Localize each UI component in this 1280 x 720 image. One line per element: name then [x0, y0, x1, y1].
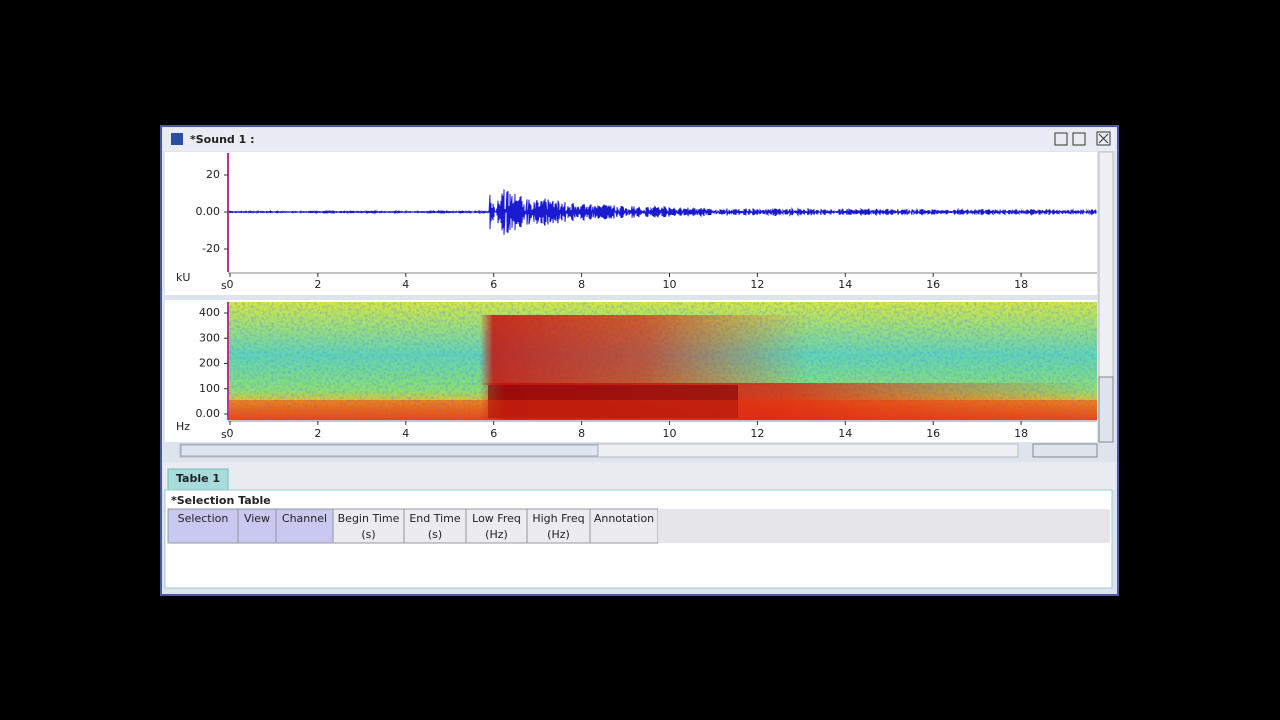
x-tick-label: 6 [490, 427, 497, 440]
spectrogram-energy [229, 400, 1097, 420]
column-label: Low Freq [472, 512, 521, 525]
window-title: *Sound 1 : [190, 133, 254, 146]
y-tick-label: -20 [202, 242, 220, 255]
column-header[interactable] [237, 508, 277, 544]
y-tick-label: 300 [199, 331, 220, 344]
column-label: Selection [178, 512, 229, 525]
h-zoom-controls[interactable] [1032, 443, 1098, 458]
column-unit: (s) [428, 528, 442, 541]
x-tick-label: 4 [402, 427, 409, 440]
y-unit: Hz [176, 420, 190, 433]
column-header[interactable] [332, 508, 405, 544]
x-tick-label: 16 [926, 278, 940, 291]
spectrogram-energy [480, 315, 810, 385]
x-tick-label: 16 [926, 427, 940, 440]
column-header[interactable] [465, 508, 528, 544]
x-tick-label: 2 [314, 427, 321, 440]
x-tick-label: 10 [663, 427, 677, 440]
column-label: End Time [409, 512, 461, 525]
waveform-panel [165, 152, 1097, 295]
zoom-controls[interactable] [1098, 376, 1114, 443]
x-tick-label: 10 [663, 278, 677, 291]
x-tick-label: 2 [314, 278, 321, 291]
x-tick-label: 18 [1014, 278, 1028, 291]
title-bar [163, 128, 1116, 151]
x-tick-label: 8 [578, 427, 585, 440]
spectrogram-energy [488, 385, 738, 418]
close-button[interactable] [1096, 131, 1111, 146]
y-tick-label: 100 [199, 382, 220, 395]
y-tick-label: 0.00 [196, 205, 221, 218]
y-tick-label: 200 [199, 357, 220, 370]
column-unit: (Hz) [485, 528, 508, 541]
x-tick-label: 6 [490, 278, 497, 291]
column-header[interactable] [403, 508, 467, 544]
column-label: Annotation [594, 512, 654, 525]
window-icon [171, 133, 183, 145]
column-header[interactable] [589, 508, 659, 544]
column-label: Begin Time [338, 512, 400, 525]
x-tick-label: 0 [227, 427, 234, 440]
x-unit: s [221, 428, 227, 441]
tab-strip [163, 462, 1116, 490]
tab-label: Table 1 [176, 472, 220, 485]
maximize-button[interactable] [1072, 132, 1086, 146]
column-unit: (s) [361, 528, 375, 541]
x-tick-label: 14 [838, 278, 852, 291]
x-tick-label: 12 [750, 278, 764, 291]
column-header[interactable] [526, 508, 591, 544]
generated: 200.00-200 2 4 6 8 10 12 14 16 18kUs4003002001000… [167, 153, 1110, 544]
column-label: Channel [282, 512, 327, 525]
x-tick-label: 14 [838, 427, 852, 440]
column-label: High Freq [532, 512, 584, 525]
waveform-trace [228, 189, 1097, 235]
x-tick-label: 18 [1014, 427, 1028, 440]
column-label: View [244, 512, 270, 525]
column-unit: (Hz) [547, 528, 570, 541]
x-tick-label: 4 [402, 278, 409, 291]
y-tick-label: 20 [206, 168, 220, 181]
y-unit: kU [176, 271, 190, 284]
header-filler [658, 509, 1110, 543]
x-tick-label: 0 [227, 278, 234, 291]
column-header[interactable] [167, 508, 239, 544]
x-tick-label: 8 [578, 278, 585, 291]
spectrogram-overlay [229, 302, 1097, 420]
minimize-button[interactable] [1054, 132, 1068, 146]
scroll-thumb[interactable] [180, 444, 599, 457]
y-tick-label: 400 [199, 306, 220, 319]
table-title: *Selection Table [171, 494, 271, 507]
y-tick-label: 0.00 [196, 407, 221, 420]
x-unit: s [221, 279, 227, 292]
close-x [1098, 133, 1109, 144]
x-tick-label: 12 [750, 427, 764, 440]
column-header[interactable] [275, 508, 334, 544]
